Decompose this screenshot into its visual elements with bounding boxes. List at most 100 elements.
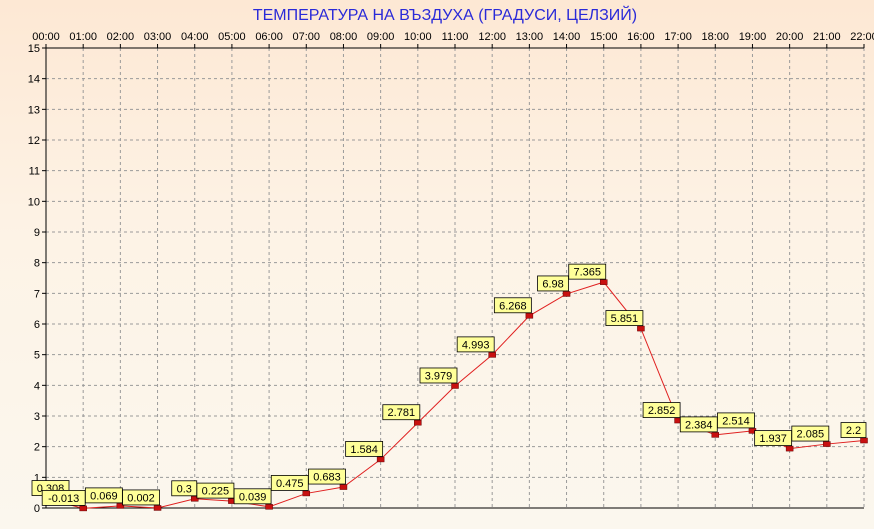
data-label-text: 3.979 [425,370,453,382]
data-label: 6.268 [493,297,532,314]
x-tick-label: 08:00 [330,31,358,43]
data-point [562,291,571,297]
data-point [190,496,199,502]
data-point [785,445,794,452]
data-label-text: 0.039 [239,491,267,503]
data-label: 1.937 [754,430,793,446]
y-tick-label: 13 [28,104,40,116]
x-tick-label: 00:00 [32,31,60,43]
y-tick-label: 12 [28,135,40,147]
data-label: 2.852 [642,402,681,418]
data-point [711,432,720,438]
x-tick-label: 18:00 [702,31,730,43]
data-label-text: 0.683 [313,472,341,484]
data-label-box [382,404,421,421]
data-label: 5.851 [605,310,644,326]
marker-layer [42,279,868,512]
data-point [488,352,496,358]
data-label: 1.584 [345,441,384,457]
x-tick-label: 17:00 [664,31,692,43]
y-tick-label: 4 [34,380,40,392]
data-point [302,490,311,497]
data-point [599,279,608,285]
x-tick-label: 14:00 [553,31,581,43]
data-label-text: 2.781 [388,407,416,419]
x-tick-label: 05:00 [218,31,246,43]
data-label-text: 7.365 [573,267,601,279]
data-label-text: 0.069 [90,490,118,502]
chart-title: ТЕМПЕРАТУРА НА ВЪЗДУХА (ГРАДУСИ, ЦЕЛЗИЙ) [253,5,637,24]
data-label-text: 2.514 [722,415,750,427]
data-label-box [642,402,681,418]
data-label: 0.069 [84,487,123,504]
data-label-box [233,488,272,505]
data-label: 2.384 [679,416,718,433]
data-label-box [537,275,569,292]
data-point [414,419,422,426]
y-tick-label: 9 [34,227,40,239]
data-point [265,504,273,510]
grid-layer [45,47,865,509]
data-label: 3.979 [419,367,458,384]
y-tick-label: 7 [34,288,40,300]
data-label-box [456,336,495,353]
y-tick-label: 1 [34,472,40,484]
data-point [79,505,87,512]
data-point [525,313,534,319]
data-label: 0.225 [196,482,235,499]
data-label: 6.98 [537,275,569,292]
data-label-text: 2.085 [797,429,825,441]
data-point [376,456,385,463]
x-tick-label: 13:00 [516,31,544,43]
data-label-box [419,367,458,384]
x-tick-label: 06:00 [255,31,283,43]
y-tick-label: 15 [28,43,40,55]
x-tick-label: 22:00 [850,31,874,43]
x-tick-label: 07:00 [293,31,321,43]
data-point [153,505,162,511]
x-tick-label: 15:00 [590,31,618,43]
data-label-text: 0.475 [276,478,304,490]
x-tick-label: 10:00 [404,31,432,43]
x-tick-label: 04:00 [181,31,209,43]
x-tick-label: 03:00 [144,31,172,43]
data-label-text: 1.584 [350,444,378,456]
y-tick-label: 2 [34,442,40,454]
data-label: 0.039 [233,488,272,505]
data-label-box [840,422,867,438]
x-tick-label: 20:00 [776,31,804,43]
data-point [116,503,125,509]
data-label: 2.781 [382,404,421,421]
data-label-box [568,263,607,280]
data-label-box [493,297,532,314]
y-tick-label: 10 [28,196,40,208]
data-label-text: 0.225 [202,486,230,498]
data-label: 0.475 [270,475,309,491]
data-label: 0.683 [308,468,346,485]
data-label: 0.002 [122,489,160,506]
y-tick-label: 14 [28,74,40,86]
data-label-text: 0.3 [177,483,192,495]
y-tick-label: 8 [34,258,40,270]
data-label-box [791,425,830,442]
x-tick-label: 09:00 [367,31,395,43]
data-label-box [122,489,160,506]
data-label: 4.993 [456,336,495,353]
x-tick-label: 02:00 [107,31,135,43]
data-label: 7.365 [568,263,607,280]
y-tick-label: 11 [29,166,40,178]
data-label: 2.514 [717,412,755,429]
data-point [339,484,348,490]
data-point [451,383,459,389]
data-point [860,437,868,444]
data-point [823,441,831,447]
data-label-text: 4.993 [462,339,490,351]
x-tick-label: 01:00 [69,31,97,43]
data-label-text: 2.384 [685,419,713,431]
x-tick-label: 11:00 [442,31,469,43]
data-label-text: 1.937 [759,433,787,445]
data-label-text: 6.98 [542,278,563,290]
data-label-text: 0.002 [127,492,155,504]
